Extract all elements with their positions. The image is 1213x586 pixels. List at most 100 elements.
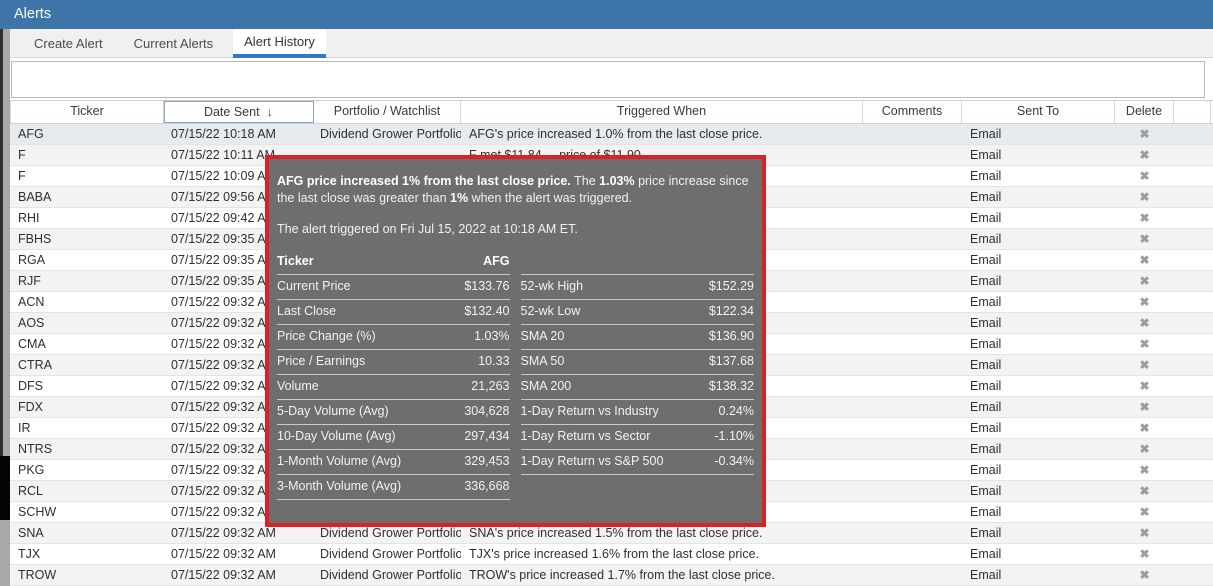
delete-button[interactable]: ✖ (1139, 127, 1150, 141)
ticker-cell: CMA (18, 337, 46, 351)
tooltip-stats-table: Ticker AFG Current Price $133.76 Last Close $… (277, 250, 754, 500)
date-sent-cell: 07/15/22 09:32 AM (171, 463, 276, 477)
comments-cell (863, 292, 962, 312)
delete-button[interactable]: ✖ (1139, 463, 1150, 477)
column-header-date-sent[interactable]: Date Sent ↓ (164, 101, 314, 123)
delete-cell: ✖ (1115, 355, 1174, 375)
delete-button[interactable]: ✖ (1139, 274, 1150, 288)
comments-cell (863, 334, 962, 354)
delete-button[interactable]: ✖ (1139, 190, 1150, 204)
ticker-cell: SNA (18, 526, 44, 540)
date-sent-cell: 07/15/22 09:32 AM (171, 337, 276, 351)
tooltip-stat-row-right: SMA 20 $136.90 (520, 325, 754, 350)
stat-label: 52-wk Low (520, 304, 581, 318)
sent-to-cell: Email (970, 421, 1002, 435)
sent-to-cell: Email (970, 127, 1002, 141)
sent-to-cell: Email (970, 316, 1002, 330)
table-row[interactable]: AFG 07/15/22 10:18 AM Dividend Grower Port… (10, 124, 1213, 145)
comments-cell (863, 502, 962, 522)
delete-button[interactable]: ✖ (1139, 358, 1150, 372)
stat-value: $136.90 (708, 329, 754, 343)
date-sent-cell: 07/15/22 09:32 AM (171, 421, 276, 435)
stat-label: SMA 50 (520, 354, 565, 368)
delete-cell: ✖ (1115, 229, 1174, 249)
comments-cell (863, 397, 962, 417)
delete-button[interactable]: ✖ (1139, 211, 1150, 225)
ticker-cell: IR (18, 421, 31, 435)
stat-value: $132.40 (464, 304, 510, 318)
delete-cell: ✖ (1115, 187, 1174, 207)
ticker-cell: ACN (18, 295, 45, 309)
stat-label: 3-Month Volume (Avg) (277, 479, 402, 493)
table-row[interactable]: SNA 07/15/22 09:32 AM Dividend Grower Port… (10, 523, 1213, 544)
ticker-cell: FBHS (18, 232, 52, 246)
column-header-triggered-when[interactable]: Triggered When (461, 101, 863, 123)
ticker-cell: AOS (18, 316, 45, 330)
delete-button[interactable]: ✖ (1139, 337, 1150, 351)
tooltip-stat-row-right: SMA 200 $138.32 (520, 375, 754, 400)
delete-button[interactable]: ✖ (1139, 400, 1150, 414)
tooltip-stat-row-right (520, 250, 754, 275)
delete-button[interactable]: ✖ (1139, 379, 1150, 393)
stat-label: 1-Day Return vs S&P 500 (520, 454, 664, 468)
delete-cell: ✖ (1115, 523, 1174, 543)
sent-to-cell: Email (970, 463, 1002, 477)
triggered-when-cell: SNA's price increased 1.5% from the last… (469, 526, 763, 540)
comments-cell (863, 250, 962, 270)
column-header-portfolio-watchlist[interactable]: Portfolio / Watchlist (314, 101, 461, 123)
column-header-delete[interactable]: Delete (1115, 101, 1174, 123)
delete-button[interactable]: ✖ (1139, 421, 1150, 435)
delete-button[interactable]: ✖ (1139, 505, 1150, 519)
delete-button[interactable]: ✖ (1139, 442, 1150, 456)
delete-button[interactable]: ✖ (1139, 547, 1150, 561)
tooltip-stat-row-right: 52-wk High $152.29 (520, 275, 754, 300)
comments-cell (863, 208, 962, 228)
delete-button[interactable]: ✖ (1139, 232, 1150, 246)
date-sent-cell: 07/15/22 09:35 AM (171, 274, 276, 288)
delete-button[interactable]: ✖ (1139, 526, 1150, 540)
toolbar-filter-area[interactable] (11, 61, 1205, 98)
table-row[interactable]: TROW 07/15/22 09:32 AM Dividend Grower Por… (10, 565, 1213, 586)
tab-create-alert[interactable]: Create Alert (34, 36, 103, 51)
delete-cell: ✖ (1115, 460, 1174, 480)
tooltip-stats-left-column: Ticker AFG Current Price $133.76 Last Close $… (277, 250, 510, 500)
date-sent-cell: 07/15/22 09:56 AM (171, 190, 276, 204)
delete-button[interactable]: ✖ (1139, 169, 1150, 183)
page-title: Alerts (14, 6, 52, 22)
delete-cell: ✖ (1115, 502, 1174, 522)
tab-alert-history[interactable]: Alert History (233, 29, 326, 58)
stat-label: 5-Day Volume (Avg) (277, 404, 389, 418)
tooltip-stat-row-left: 10-Day Volume (Avg) 297,434 (277, 425, 510, 450)
table-row[interactable]: TJX 07/15/22 09:32 AM Dividend Grower Port… (10, 544, 1213, 565)
sent-to-cell: Email (970, 295, 1002, 309)
tooltip-stat-row-left: Current Price $133.76 (277, 275, 510, 300)
tooltip-stat-row-left: 1-Month Volume (Avg) 329,453 (277, 450, 510, 475)
stat-label: SMA 200 (520, 379, 572, 393)
table-header-stub (1174, 101, 1211, 123)
stat-label: 52-wk High (520, 279, 584, 293)
delete-button[interactable]: ✖ (1139, 484, 1150, 498)
delete-cell: ✖ (1115, 481, 1174, 501)
stat-label: 1-Day Return vs Sector (520, 429, 651, 443)
ticker-cell: RJF (18, 274, 41, 288)
column-header-sent-to[interactable]: Sent To (962, 101, 1115, 123)
gutter-black-block (0, 456, 10, 520)
portfolio-cell: Dividend Grower Portfolio (320, 127, 461, 141)
column-header-comments[interactable]: Comments (863, 101, 962, 123)
sent-to-cell: Email (970, 400, 1002, 414)
delete-button[interactable]: ✖ (1139, 568, 1150, 582)
ticker-cell: RHI (18, 211, 40, 225)
delete-cell: ✖ (1115, 334, 1174, 354)
delete-cell: ✖ (1115, 145, 1174, 165)
delete-button[interactable]: ✖ (1139, 148, 1150, 162)
delete-button[interactable]: ✖ (1139, 253, 1150, 267)
delete-button[interactable]: ✖ (1139, 316, 1150, 330)
delete-button[interactable]: ✖ (1139, 295, 1150, 309)
sent-to-cell: Email (970, 190, 1002, 204)
tab-current-alerts[interactable]: Current Alerts (133, 36, 214, 51)
ticker-cell: DFS (18, 379, 43, 393)
column-header-ticker[interactable]: Ticker (10, 101, 164, 123)
stat-label: SMA 20 (520, 329, 565, 343)
tooltip-stat-row-left: 5-Day Volume (Avg) 304,628 (277, 400, 510, 425)
ticker-cell: RGA (18, 253, 46, 267)
